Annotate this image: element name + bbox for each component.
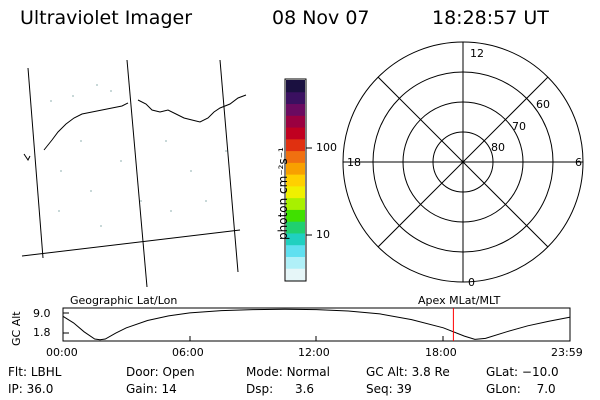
colorbar-segment [286, 150, 305, 163]
mlt-label-18: 18 [347, 156, 361, 169]
status-value: 3.6 [294, 382, 315, 396]
lat-label-70: 70 [512, 120, 526, 133]
timeline-y-ticks [63, 312, 69, 334]
colorbar-segment [286, 185, 305, 199]
colorbar-segment [286, 232, 305, 246]
status-value: −10.0 [521, 365, 559, 379]
status-label: Mode: [246, 365, 283, 379]
status-door: Door: Open [126, 365, 195, 379]
colorbar-segment [286, 103, 305, 116]
mlt-label-12: 12 [470, 47, 484, 60]
colorbar-segment [286, 221, 305, 234]
status-value: 36.0 [26, 382, 54, 396]
colorbar-segment [286, 209, 305, 222]
colorbar-segment [286, 138, 305, 152]
colorbar-segment [286, 244, 305, 257]
apex-caption: Apex MLat/MLT [418, 294, 501, 307]
timeline-axis-title: GC Alt [10, 311, 23, 346]
timeline-ytick-1-8: 1.8 [33, 326, 51, 339]
aurora-speckle [50, 84, 227, 227]
status-label: Door: [126, 365, 159, 379]
status-seq: Seq: 39 [366, 382, 412, 396]
latitude-line [21, 229, 241, 257]
status-label: IP: [8, 382, 23, 396]
mlt-line-diagonal [377, 76, 549, 248]
status-value: 3.8 Re [411, 365, 450, 379]
colorbar-segment [286, 80, 305, 93]
geographic-map [21, 59, 247, 288]
colorbar-segment [286, 162, 305, 175]
status-label: Dsp: [246, 382, 274, 396]
timeline-ytick-9: 9.0 [33, 307, 51, 320]
colorbar-segment [286, 197, 305, 210]
lat-label-80: 80 [491, 141, 505, 154]
longitude-line [219, 59, 239, 273]
timeline-xtick: 12:00 [298, 346, 330, 359]
mlt-label-6: 6 [575, 156, 582, 169]
status-label: GC Alt: [366, 365, 408, 379]
colorbar-unit-label: photon cm⁻²s⁻¹ [276, 147, 290, 240]
time-readout: 18:28:57 UT [432, 7, 549, 29]
longitude-line [27, 67, 44, 259]
status-label: GLon: [486, 382, 521, 396]
timeline-xtick: 23:59 [551, 346, 583, 359]
polar-plot [342, 41, 584, 283]
coastline [43, 102, 129, 151]
coastline [23, 153, 31, 161]
longitude-line [126, 59, 148, 288]
status-dsp: Dsp: 3.6 [246, 382, 314, 396]
status-glat: GLat: −10.0 [486, 365, 559, 379]
coastline [137, 94, 247, 123]
timeline-xtick: 18:00 [425, 346, 457, 359]
app-title: Ultraviolet Imager [20, 7, 193, 29]
status-value: LBHL [30, 365, 62, 379]
status-label: Gain: [126, 382, 158, 396]
status-value: 39 [396, 382, 412, 396]
colorbar-ticks [306, 147, 312, 236]
status-value: Open [162, 365, 195, 379]
colorbar-tick-10: 10 [316, 228, 330, 241]
status-glon: GLon: 7.0 [486, 382, 556, 396]
timeline-xtick: 06:00 [172, 346, 204, 359]
timeline-panel [62, 307, 571, 342]
colorbar-segment [286, 256, 305, 269]
timeline-xtick: 00:00 [46, 346, 78, 359]
status-label: Flt: [8, 365, 27, 379]
colorbar-segment [286, 91, 305, 105]
mlt-label-0: 0 [468, 276, 475, 289]
altitude-curve [62, 308, 570, 341]
status-filter: Flt: LBHL [8, 365, 61, 379]
status-value: Normal [286, 365, 330, 379]
colorbar-segment [286, 268, 305, 281]
status-ip: IP: 36.0 [8, 382, 53, 396]
colorbar-segment [286, 174, 305, 187]
status-gain: Gain: 14 [126, 382, 177, 396]
status-mode: Mode: Normal [246, 365, 330, 379]
status-label: GLat: [486, 365, 519, 379]
status-value: 14 [161, 382, 177, 396]
lat-label-60: 60 [536, 98, 550, 111]
status-gc-alt: GC Alt: 3.8 Re [366, 365, 450, 379]
colorbar-segment [286, 115, 305, 128]
timeline-x-ticks [189, 336, 444, 341]
status-value: 7.0 [536, 382, 556, 396]
colorbar-segment [286, 127, 305, 140]
geographic-caption: Geographic Lat/Lon [70, 294, 178, 307]
intensity-colorbar [284, 78, 307, 282]
status-label: Seq: [366, 382, 393, 396]
date-readout: 08 Nov 07 [272, 7, 370, 29]
colorbar-tick-100: 100 [316, 141, 337, 154]
